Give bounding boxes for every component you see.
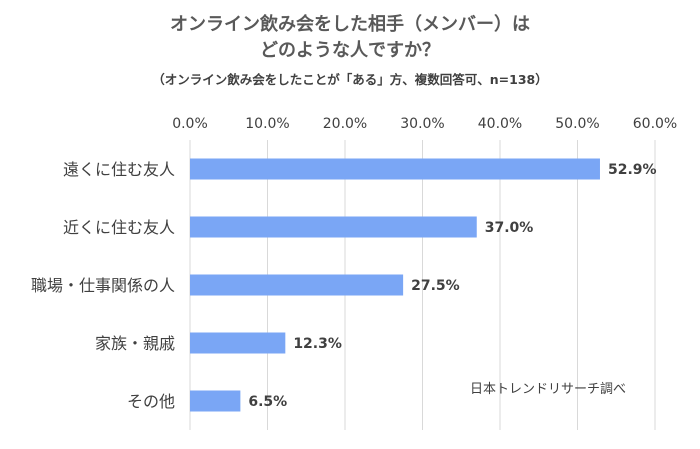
chart-title-line2: どのような人ですか？	[260, 40, 440, 61]
x-tick-label: 60.0%	[633, 116, 677, 132]
category-label: 遠くに住む友人	[63, 160, 175, 179]
value-label: 6.5%	[248, 394, 287, 410]
bar	[190, 274, 404, 296]
value-label: 27.5%	[411, 278, 460, 294]
category-label: 職場・仕事関係の人	[31, 276, 175, 295]
value-label: 37.0%	[485, 220, 534, 236]
x-tick-label: 30.0%	[400, 116, 444, 132]
chart-subtitle: （オンライン飲み会をしたことが「ある」方、複数回答可、n=138）	[152, 72, 548, 87]
x-tick-label: 20.0%	[323, 116, 367, 132]
category-label: 家族・親戚	[95, 334, 175, 353]
bar	[190, 390, 241, 412]
category-label: その他	[127, 392, 175, 411]
chart-title-line1: オンライン飲み会をした相手（メンバー）は	[170, 14, 530, 35]
value-label: 52.9%	[608, 162, 657, 178]
value-label: 12.3%	[293, 336, 342, 352]
x-tick-label: 10.0%	[245, 116, 289, 132]
source-credit: 日本トレンドリサーチ調べ	[470, 382, 627, 397]
bar	[190, 216, 477, 238]
x-tick-label: 50.0%	[555, 116, 599, 132]
bar	[190, 158, 600, 180]
x-tick-label: 40.0%	[478, 116, 522, 132]
category-label: 近くに住む友人	[63, 218, 175, 237]
x-tick-label: 0.0%	[172, 116, 208, 132]
bar	[190, 332, 286, 354]
